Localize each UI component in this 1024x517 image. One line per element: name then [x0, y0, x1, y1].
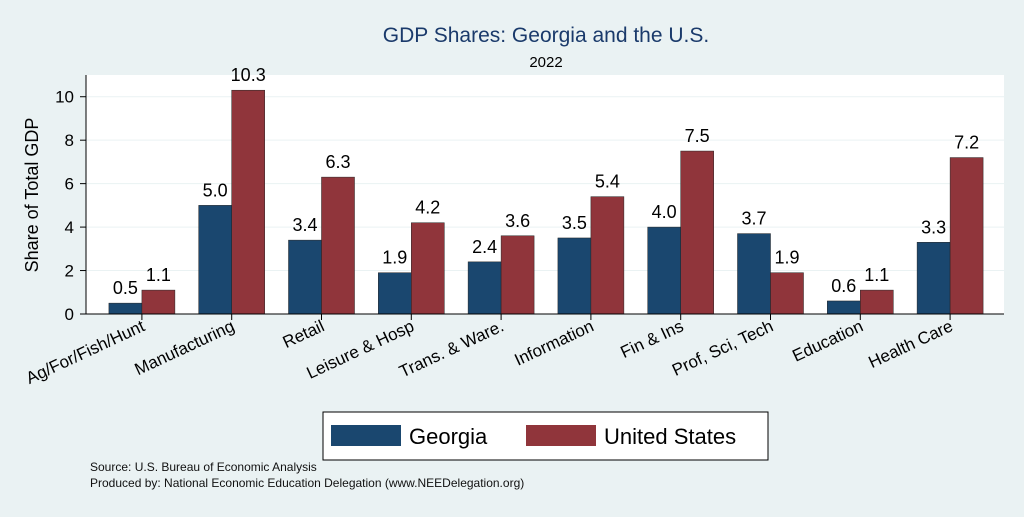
- data-label: 3.5: [562, 213, 587, 233]
- bar-georgia: [198, 205, 232, 315]
- data-label: 0.6: [831, 276, 856, 296]
- x-tick-label: Health Care: [866, 316, 956, 372]
- y-tick-label: 10: [55, 88, 74, 107]
- bar-georgia: [108, 302, 143, 315]
- x-tick-label: Retail: [280, 316, 327, 352]
- x-tick-label: Prof, Sci, Tech: [669, 316, 776, 379]
- legend-label-united-states: United States: [604, 424, 736, 449]
- data-label: 5.0: [203, 180, 228, 200]
- source-note: Source: U.S. Bureau of Economic Analysis: [90, 460, 317, 474]
- bar-georgia: [737, 233, 771, 315]
- data-label: 0.5: [113, 278, 138, 298]
- bar-georgia: [467, 261, 502, 315]
- data-label: 10.3: [231, 65, 266, 85]
- legend-swatch-georgia: [331, 425, 401, 446]
- bar-georgia: [288, 239, 322, 315]
- bar-united-states: [321, 176, 355, 315]
- data-label: 3.3: [921, 217, 946, 237]
- bar-united-states: [141, 289, 176, 315]
- bar-united-states: [411, 222, 445, 315]
- bar-georgia: [827, 300, 861, 315]
- data-label: 1.1: [146, 265, 171, 285]
- legend: Georgia United States: [322, 411, 769, 461]
- bar-georgia: [647, 226, 681, 315]
- bar-georgia: [557, 237, 592, 315]
- x-tick-label: Ag/For/Fish/Hunt: [23, 316, 148, 388]
- bar-united-states: [231, 89, 265, 315]
- data-label: 7.2: [954, 133, 979, 153]
- bar-united-states: [500, 235, 535, 315]
- legend-label-georgia: Georgia: [409, 424, 488, 449]
- data-label: 4.2: [415, 198, 440, 218]
- bar-georgia: [378, 272, 412, 315]
- chart-subtitle: 2022: [529, 54, 562, 71]
- x-tick-label: Fin & Ins: [618, 316, 687, 362]
- y-tick-label: 4: [65, 218, 74, 237]
- chart-title: GDP Shares: Georgia and the U.S.: [383, 24, 709, 47]
- bar-united-states: [770, 272, 804, 315]
- y-tick-label: 6: [65, 175, 74, 194]
- bar-united-states: [860, 289, 894, 315]
- data-label: 3.7: [741, 209, 766, 229]
- y-tick-label: 0: [65, 305, 74, 324]
- data-label: 5.4: [595, 172, 620, 192]
- data-label: 1.9: [774, 248, 799, 268]
- data-label: 6.3: [325, 152, 350, 172]
- bar-united-states: [680, 150, 714, 315]
- bar-united-states: [590, 196, 625, 315]
- data-label: 4.0: [652, 202, 677, 222]
- bar-united-states: [949, 157, 984, 315]
- x-tick-label: Information: [511, 316, 596, 369]
- data-label: 1.1: [864, 265, 889, 285]
- y-tick-label: 2: [65, 262, 74, 281]
- produced-by-note: Produced by: National Economic Education…: [90, 476, 525, 490]
- data-label: 7.5: [685, 126, 710, 146]
- legend-swatch-united-states: [526, 425, 596, 446]
- bar-georgia: [916, 242, 951, 315]
- data-label: 3.6: [505, 211, 530, 231]
- data-label: 1.9: [382, 248, 407, 268]
- y-tick-label: 8: [65, 131, 74, 150]
- x-tick-label: Manufacturing: [132, 316, 238, 379]
- x-tick-label: Education: [789, 316, 866, 365]
- data-label: 2.4: [472, 237, 497, 257]
- data-label: 3.4: [292, 215, 317, 235]
- y-axis-label: Share of Total GDP: [22, 118, 42, 273]
